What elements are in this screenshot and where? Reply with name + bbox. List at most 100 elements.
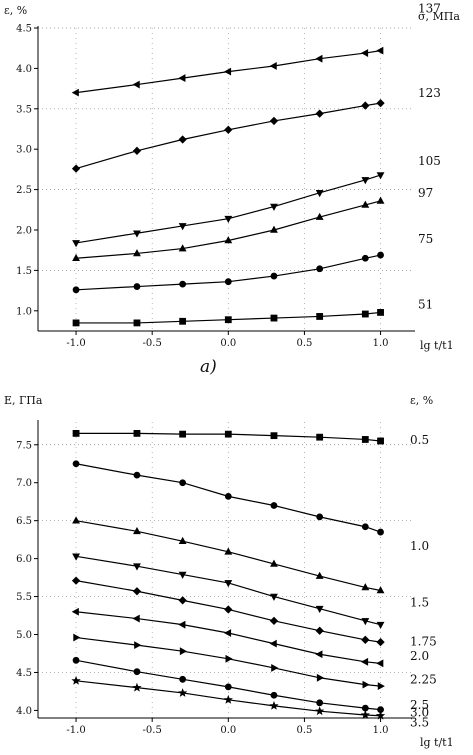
- data-point: [315, 650, 323, 659]
- data-point: [375, 710, 386, 720]
- data-point: [224, 683, 232, 691]
- data-point: [269, 700, 279, 710]
- data-point: [224, 316, 232, 324]
- y-tick-label: 4.5: [16, 668, 32, 679]
- data-point: [71, 675, 81, 685]
- series-line: [75, 636, 381, 687]
- data-point: [178, 74, 186, 83]
- data-point: [360, 710, 370, 719]
- series-0.5: 0.5: [72, 429, 429, 447]
- data-point: [361, 618, 370, 626]
- y-tick-label: 2.0: [16, 226, 32, 237]
- series-label: 1.0: [410, 539, 429, 553]
- y-tick-label: 3.0: [16, 145, 32, 156]
- data-point: [361, 200, 370, 208]
- data-point: [376, 172, 385, 180]
- series-1.75: 1.75: [72, 553, 437, 649]
- series-123: 123: [71, 86, 441, 173]
- series-1.5: 1.5: [72, 516, 429, 609]
- data-point: [179, 675, 187, 683]
- data-point: [377, 309, 384, 316]
- legend-title: ε, %: [410, 394, 433, 407]
- data-point: [361, 523, 369, 531]
- data-point: [269, 62, 277, 70]
- data-point: [316, 699, 324, 707]
- series-line: [75, 680, 381, 717]
- data-point: [361, 436, 369, 443]
- data-point: [132, 587, 142, 596]
- data-point: [133, 526, 141, 535]
- series-line: [76, 200, 381, 259]
- x-tick-label: -0.5: [143, 725, 162, 736]
- data-point: [269, 116, 279, 126]
- data-point: [224, 236, 233, 244]
- data-point: [133, 429, 141, 437]
- data-point: [178, 620, 186, 629]
- series-label: 97: [418, 186, 433, 200]
- series-label: 2.0: [410, 649, 429, 663]
- data-point: [377, 437, 384, 445]
- data-point: [360, 657, 369, 666]
- data-point: [71, 164, 81, 173]
- data-point: [179, 280, 187, 288]
- chart-modulus: 4.0 4.5 5.0 5.5 6.0 6.5 7.0 7.5 -1.0 -0.5 0.0 0.5 1.…: [4, 394, 454, 749]
- data-point: [361, 177, 370, 185]
- data-point: [224, 125, 233, 134]
- data-point: [361, 101, 370, 110]
- data-point: [178, 135, 187, 144]
- data-point: [270, 432, 278, 440]
- series-line: [75, 174, 381, 244]
- data-point: [73, 633, 81, 642]
- series-2.5: 2.5: [73, 633, 429, 712]
- series-label: 123: [418, 86, 441, 100]
- data-point: [223, 629, 232, 637]
- data-point: [270, 314, 278, 322]
- data-point: [316, 513, 324, 521]
- x-tick-label: 1.0: [373, 338, 389, 349]
- data-point: [132, 80, 140, 89]
- data-point: [223, 67, 232, 76]
- series-label: 75: [418, 232, 433, 246]
- series-1.0: 1.0: [72, 460, 429, 553]
- y-axis-label: ε, %: [4, 4, 27, 17]
- x-tick-label: 0.5: [296, 725, 312, 736]
- data-point: [71, 576, 81, 585]
- data-point: [315, 605, 324, 614]
- data-point: [133, 668, 141, 676]
- data-point: [360, 49, 369, 57]
- data-point: [224, 492, 232, 500]
- data-point: [270, 691, 278, 699]
- series-line: [75, 611, 381, 664]
- y-tick-label: 7.0: [16, 478, 32, 489]
- data-point: [361, 254, 369, 262]
- data-point: [179, 430, 187, 438]
- series-75: 75: [72, 232, 433, 294]
- data-point: [72, 319, 80, 327]
- data-point: [224, 278, 232, 286]
- data-point: [177, 688, 188, 697]
- x-tick-label: 0.5: [296, 338, 312, 349]
- data-point: [377, 251, 384, 259]
- data-point: [315, 571, 324, 579]
- data-point: [132, 682, 142, 692]
- data-point: [133, 471, 141, 479]
- data-point: [72, 286, 80, 294]
- data-point: [72, 656, 80, 664]
- data-point: [270, 203, 278, 211]
- data-point: [224, 215, 233, 224]
- series-line: [75, 463, 381, 533]
- data-point: [361, 310, 369, 318]
- y-tick-label: 6.5: [16, 516, 32, 527]
- series-line: [75, 102, 381, 170]
- data-point: [224, 547, 233, 555]
- data-point: [72, 516, 80, 524]
- y-tick-label: 7.5: [16, 440, 32, 451]
- data-point: [361, 583, 370, 591]
- data-point: [376, 196, 385, 204]
- series-3.5: 3.5: [71, 675, 429, 730]
- y-tick-label: 5.0: [16, 630, 32, 641]
- data-point: [315, 706, 325, 716]
- data-point: [362, 680, 370, 689]
- series-label: 105: [418, 154, 441, 168]
